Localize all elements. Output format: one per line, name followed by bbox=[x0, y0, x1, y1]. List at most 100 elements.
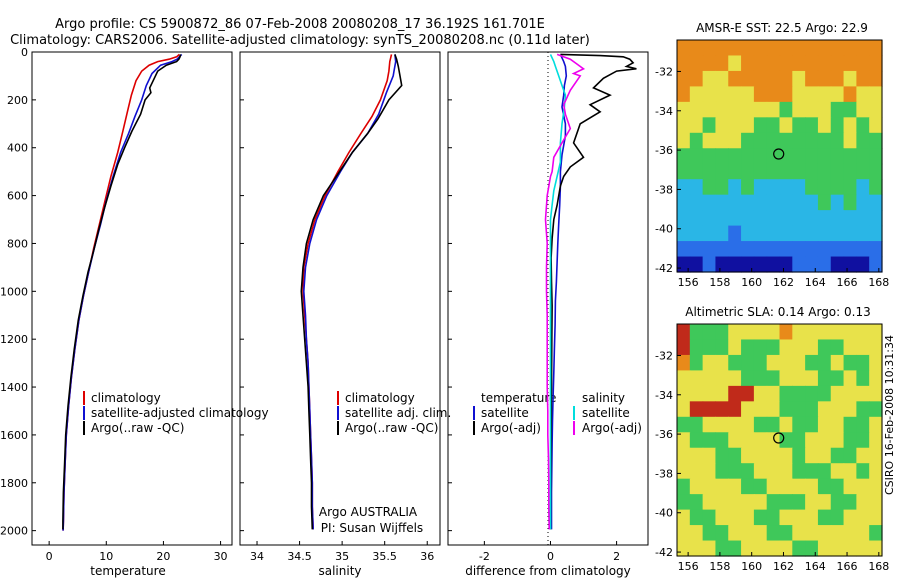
sst-map-cell bbox=[702, 86, 717, 103]
sla-map-cell bbox=[728, 370, 742, 387]
sla-map-cell bbox=[805, 324, 819, 341]
sst-map-cell bbox=[689, 163, 704, 180]
sst-map-cell bbox=[766, 117, 781, 134]
sla-map-cell bbox=[677, 416, 691, 433]
temperature-series-line-1 bbox=[62, 53, 180, 531]
sla-map-cell bbox=[779, 463, 793, 480]
sla-map-cell bbox=[702, 494, 717, 511]
sla-map-cell bbox=[766, 432, 781, 449]
sla-map-cell bbox=[792, 463, 806, 480]
sla-map-cell bbox=[830, 339, 845, 356]
sla-map-cell bbox=[715, 447, 729, 464]
sla-lat-tick-label: -38 bbox=[655, 467, 673, 480]
sla-map-cell bbox=[715, 494, 729, 511]
sla-map-cell bbox=[869, 447, 883, 464]
salinity-legend-climatology: climatology bbox=[345, 391, 415, 405]
sla-map-cell bbox=[792, 385, 806, 402]
figure-title-line2: Climatology: CARS2006. Satellite-adjuste… bbox=[10, 33, 590, 48]
sst-map-cell bbox=[741, 117, 755, 134]
sst-map-cell bbox=[689, 210, 704, 227]
sla-map-cell bbox=[856, 509, 870, 526]
credit-line1: Argo AUSTRALIA bbox=[319, 505, 418, 519]
sst-map-cell bbox=[753, 86, 768, 103]
side-timestamp-label: CSIRO 16-Feb-2008 10:31:34 bbox=[883, 335, 896, 495]
sla-map-cell bbox=[689, 385, 704, 402]
sst-map-cell bbox=[741, 241, 755, 258]
sst-map-cell bbox=[817, 241, 832, 258]
sla-map-cell bbox=[715, 385, 729, 402]
sla-map-cell bbox=[766, 509, 781, 526]
sla-map-cell bbox=[856, 401, 870, 418]
sla-map-cell bbox=[856, 494, 870, 511]
sla-map-cell bbox=[728, 401, 742, 418]
sst-map-cell bbox=[677, 40, 691, 57]
sla-map-cell bbox=[817, 401, 832, 418]
sst-map-cell bbox=[741, 148, 755, 165]
sla-map-cell bbox=[792, 339, 806, 356]
sst-map-cell bbox=[741, 55, 755, 72]
sst-map-cell bbox=[753, 132, 768, 149]
depth-tick-label: 1600 bbox=[0, 429, 28, 442]
difference-xlabel: difference from climatology bbox=[465, 564, 631, 578]
sla-map-cell bbox=[702, 478, 717, 495]
sst-map-cell bbox=[817, 256, 832, 273]
sla-map-cell bbox=[766, 339, 781, 356]
sst-map-cell bbox=[817, 70, 832, 87]
sla-map-cell bbox=[792, 401, 806, 418]
sst-map-cell bbox=[741, 132, 755, 149]
sla-map-cell bbox=[689, 416, 704, 433]
sst-map-cell bbox=[830, 40, 845, 57]
sst-map-cell bbox=[869, 40, 883, 57]
salinity-series-line-1 bbox=[302, 54, 393, 530]
sla-map-cell bbox=[677, 509, 691, 526]
sla-lon-tick-label: 156 bbox=[678, 560, 699, 573]
sst-map-cell bbox=[830, 210, 845, 227]
sla-map-cell bbox=[869, 540, 883, 557]
sla-map-cell bbox=[856, 463, 870, 480]
sla-map-cell bbox=[741, 401, 755, 418]
sla-map-cell bbox=[830, 494, 845, 511]
sst-map-cell bbox=[728, 210, 742, 227]
sst-map-cell bbox=[856, 163, 870, 180]
sst-map-cell bbox=[779, 225, 793, 242]
temperature-series-line-2 bbox=[62, 53, 183, 531]
sla-map-title: Altimetric SLA: 0.14 Argo: 0.13 bbox=[685, 305, 870, 319]
sst-map-cell bbox=[817, 132, 832, 149]
sst-lon-tick-label: 166 bbox=[837, 276, 858, 289]
sla-map-cell bbox=[753, 354, 768, 371]
sst-map-cell bbox=[741, 163, 755, 180]
sst-map-cell bbox=[689, 117, 704, 134]
difference-series-line-2 bbox=[549, 53, 637, 530]
sla-lon-tick-label: 158 bbox=[709, 560, 730, 573]
sla-lat-tick-label: -42 bbox=[655, 546, 673, 559]
sst-map-cell bbox=[869, 179, 883, 196]
sst-map-cell bbox=[856, 210, 870, 227]
sst-map-cell bbox=[792, 117, 806, 134]
sla-map-cell bbox=[677, 447, 691, 464]
sla-map-cell bbox=[817, 339, 832, 356]
sst-map-cell bbox=[728, 163, 742, 180]
sst-lon-tick-label: 164 bbox=[805, 276, 826, 289]
sla-map-cell bbox=[869, 385, 883, 402]
sst-map-cell bbox=[843, 225, 857, 242]
sst-map-cell bbox=[843, 210, 857, 227]
sst-map-cell bbox=[677, 256, 691, 273]
sla-map-cell bbox=[677, 432, 691, 449]
sla-map-cell bbox=[702, 540, 717, 557]
sst-map-cell bbox=[766, 70, 781, 87]
sla-map-cell bbox=[702, 432, 717, 449]
sst-map-cell bbox=[830, 179, 845, 196]
sla-map-cell bbox=[843, 509, 857, 526]
sst-map-cell bbox=[779, 179, 793, 196]
sla-map-cell bbox=[817, 447, 832, 464]
sst-map-cell bbox=[753, 101, 768, 118]
sla-map-cell bbox=[753, 324, 768, 341]
sla-map-cell bbox=[869, 324, 883, 341]
difference-series-line-4 bbox=[544, 53, 586, 530]
salinity-x-tick-label: 35 bbox=[335, 550, 349, 563]
sst-map-cell bbox=[728, 256, 742, 273]
sla-map-cell bbox=[677, 525, 691, 542]
sla-map-cell bbox=[677, 478, 691, 495]
sla-map-cell bbox=[766, 494, 781, 511]
difference-legend: temperature satellite Argo(-adj) salinit… bbox=[473, 391, 642, 435]
